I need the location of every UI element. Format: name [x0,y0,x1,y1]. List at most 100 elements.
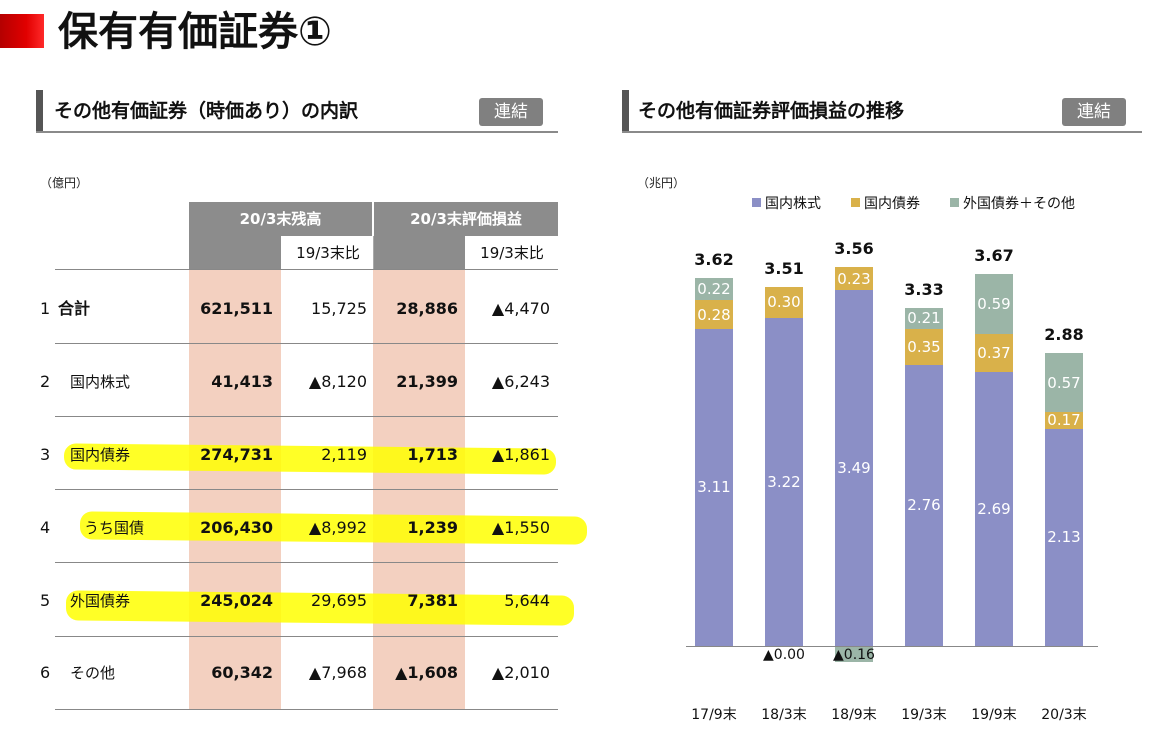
x-tick-label: 18/9末 [831,707,877,723]
gain-diff-cell: ▲1,861 [491,445,550,464]
bar-segment [765,317,803,646]
data-label: 0.59 [977,295,1011,313]
gain-diff-subheader: 19/3末比 [480,244,544,262]
row-name: 国内債券 [70,446,131,464]
data-label: 2.69 [977,499,1011,518]
data-label: 0.35 [907,337,941,356]
balance-group-header: 20/3末残高 [189,202,372,236]
row-number: 5 [40,591,51,610]
data-label: 3.49 [837,459,871,478]
data-label: ▲0.16 [833,647,875,663]
gain-cell: ▲1,608 [395,663,458,682]
balance-cell: 41,413 [211,372,273,391]
gain-cell: 1,713 [407,445,458,464]
bar-segment [765,287,803,318]
balance-diff-cell: ▲7,968 [308,663,367,682]
x-tick-label: 19/3末 [901,707,947,723]
balance-cell: 206,430 [200,518,273,537]
table-rule [55,562,558,563]
x-tick-label: 19/9末 [971,707,1017,723]
data-label: 0.37 [977,343,1011,362]
balance-diff-cell: 2,119 [321,445,367,464]
gain-subheader-fill [374,236,465,270]
legend-label: 国内株式 [765,196,821,212]
row-name: 外国債券 [70,592,131,610]
balance-cell: 621,511 [200,299,273,318]
data-label: ▲0.00 [763,647,805,663]
legend-swatch [950,198,959,207]
bar-segment [835,646,873,663]
gain-diff-cell: 5,644 [504,591,550,610]
balance-subheader-fill [189,236,281,270]
table-rule [55,709,558,710]
data-label: 2.76 [907,496,941,515]
data-label: 0.28 [697,305,731,324]
bar-segment [975,334,1013,372]
gain-diff-cell: ▲4,470 [491,299,550,318]
legend-item: 外国債券＋その他 [950,195,1075,213]
row-name: うち国債 [84,519,145,537]
balance-cell: 245,024 [200,591,273,610]
bar-segment [905,328,943,365]
data-label: 0.23 [837,269,871,288]
x-tick-label: 20/3末 [1041,707,1087,723]
legend-swatch [851,198,860,207]
gain-group-header: 20/3末評価損益 [374,202,558,236]
gain-diff-cell: ▲1,550 [491,518,550,537]
data-label: 0.22 [697,280,731,299]
legend-swatch [752,198,761,207]
row-name: 合計 [58,299,91,318]
table-rule [55,269,558,270]
gain-diff-cell: ▲2,010 [491,663,550,682]
gain-cell: 7,381 [407,591,458,610]
gain-cell: 21,399 [396,372,458,391]
total-label: 2.88 [1044,325,1084,345]
right-section-bar [622,90,629,132]
bar-segment [695,278,733,301]
chart-unit-label: （兆円） [637,176,686,190]
legend-item: 国内債券 [851,195,920,213]
bar-segment [1045,353,1083,412]
bar-segment [835,290,873,646]
balance-cell: 274,731 [200,445,273,464]
data-label: 2.13 [1047,528,1081,547]
row-name: 国内株式 [70,373,131,391]
left-section-underline [36,131,558,133]
total-label: 3.67 [974,245,1014,265]
total-label: 3.51 [764,259,804,279]
row-number: 4 [40,518,51,537]
row-number: 2 [40,372,51,391]
bar-segment [975,273,1013,335]
row-name: その他 [70,664,116,682]
bar-segment [905,364,943,646]
table-rule [55,636,558,637]
left-unit-label: （億円） [40,176,89,190]
bar-segment [695,300,733,329]
gain-diff-cell: ▲6,243 [491,372,550,391]
bar-segment [1045,411,1083,429]
data-label: 0.30 [767,293,801,312]
balance-diff-cell: ▲8,120 [308,372,367,391]
right-section-underline [622,131,1142,133]
gain-cell: 1,239 [407,518,458,537]
bar-segment [695,328,733,646]
left-consolidated-badge: 連結 [479,98,543,126]
data-label: 0.21 [907,309,941,328]
x-tick-label: 17/9末 [691,707,737,723]
table-rule [55,343,558,344]
left-section-title: その他有価証券（時価あり）の内訳 [54,100,359,122]
right-section-title: その他有価証券評価損益の推移 [638,100,905,122]
balance-diff-cell: ▲8,992 [308,518,367,537]
row-number: 6 [40,663,51,682]
table-rule [55,416,558,417]
balance-cell: 60,342 [211,663,273,682]
data-label: 3.11 [697,478,731,497]
balance-diff-cell: 15,725 [311,299,367,318]
subheader-divider [373,236,374,270]
total-label: 3.33 [904,279,944,299]
total-label: 3.62 [694,250,734,270]
legend-label: 国内債券 [864,196,920,212]
table-rule [55,489,558,490]
right-consolidated-badge: 連結 [1062,98,1126,126]
